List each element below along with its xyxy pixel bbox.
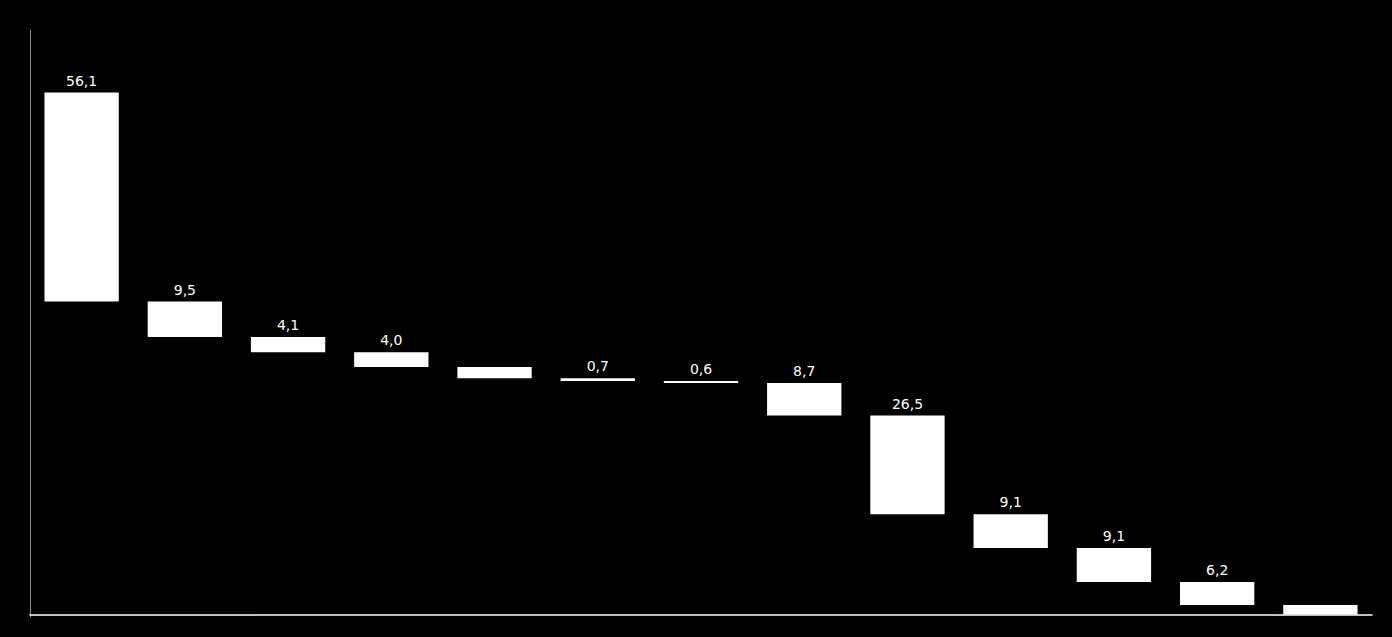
svg-text:4,1: 4,1 bbox=[277, 317, 299, 333]
svg-text:6,2: 6,2 bbox=[1206, 562, 1228, 578]
svg-text:26,5: 26,5 bbox=[892, 396, 923, 412]
svg-text:0,6: 0,6 bbox=[690, 361, 712, 377]
svg-text:9,5: 9,5 bbox=[174, 282, 196, 298]
svg-text:56,1: 56,1 bbox=[66, 73, 97, 89]
svg-text:0,7: 0,7 bbox=[587, 358, 609, 374]
svg-text:9,1: 9,1 bbox=[1103, 528, 1125, 544]
svg-text:9,1: 9,1 bbox=[1000, 494, 1022, 510]
svg-text:8,7: 8,7 bbox=[793, 363, 815, 379]
svg-text:4,0: 4,0 bbox=[380, 332, 402, 348]
